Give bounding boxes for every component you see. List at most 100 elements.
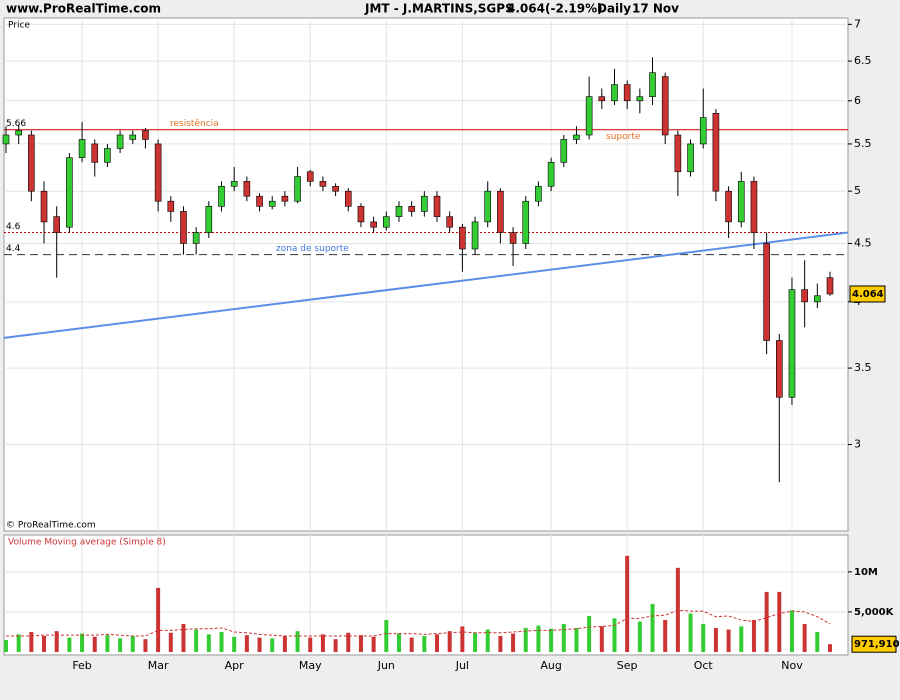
volume-bar — [802, 623, 807, 652]
candle-body — [91, 143, 99, 163]
candle-body — [408, 206, 415, 212]
volume-bar — [637, 621, 642, 652]
volume-bar — [789, 610, 794, 652]
volume-bar — [473, 632, 478, 652]
source: © ProRealTime.com — [6, 521, 96, 531]
y-tick-label: 7 — [854, 17, 861, 30]
candle-body — [788, 289, 796, 398]
candle-body — [281, 195, 289, 202]
volume-bar — [587, 615, 592, 652]
candle-body — [306, 171, 314, 182]
candle-body — [433, 195, 441, 217]
candle-body — [370, 221, 377, 228]
candle-body — [636, 96, 644, 102]
candle-body — [256, 195, 263, 207]
candle-body — [167, 200, 175, 212]
candle-body — [535, 185, 542, 202]
volume-bar — [701, 623, 706, 652]
volume-bar — [688, 613, 693, 652]
y-tick-label: 3 — [854, 438, 861, 451]
candle-body — [294, 176, 301, 202]
candle-body — [78, 139, 86, 158]
candle-body — [218, 185, 225, 207]
price-tag — [849, 285, 886, 303]
volume-bar — [206, 634, 211, 652]
volume-bar — [295, 631, 300, 652]
candle-body — [154, 143, 162, 202]
candle-body — [104, 148, 111, 163]
volume-bar — [815, 631, 820, 652]
candle-body — [332, 185, 339, 192]
volume-title: Volume Moving average (Simple 8) — [8, 538, 166, 548]
candle-body — [319, 181, 327, 187]
volume-panel — [3, 534, 849, 656]
period: Daily — [597, 2, 631, 16]
volume-bar — [726, 629, 731, 652]
candle-body — [674, 134, 682, 173]
candle-body — [230, 181, 238, 187]
y-tick-label: 5 — [854, 184, 861, 197]
volume-bar — [67, 637, 72, 652]
candle-body — [763, 243, 770, 341]
volume-bar — [270, 638, 275, 652]
candle-body — [180, 211, 187, 244]
volume-bar — [713, 627, 718, 652]
volume-bar — [54, 631, 59, 652]
candle-body — [66, 157, 73, 228]
level-value: 4.6 — [6, 222, 21, 232]
volume-bar — [181, 623, 186, 652]
candle-body — [15, 130, 22, 136]
level-label: zona de suporte — [276, 244, 349, 254]
candle-body — [116, 134, 124, 149]
last-price: 4.064 — [507, 2, 545, 16]
candle-body — [459, 226, 466, 250]
candle-body — [547, 162, 555, 187]
date: 17 Nov — [632, 2, 679, 16]
volume-bar — [168, 632, 173, 652]
x-tick-label: Jun — [377, 659, 395, 672]
volume-bar — [498, 635, 503, 652]
volume-bar — [625, 555, 630, 652]
volume-bar — [143, 639, 148, 652]
volume-bar — [92, 636, 97, 652]
volume-bar — [118, 638, 123, 652]
candle-body — [623, 84, 631, 102]
volume-bar — [599, 626, 604, 652]
candle-body — [142, 130, 149, 140]
candle-body — [268, 200, 276, 207]
volume-bar — [156, 587, 161, 652]
price-panel — [3, 17, 849, 532]
candle-body — [383, 216, 390, 228]
candle-body — [775, 340, 783, 398]
candle-body — [344, 190, 352, 207]
volume-bar — [777, 591, 782, 652]
candle-body — [699, 117, 707, 145]
y-tick-label: 5,000K — [854, 607, 895, 618]
volume-bar — [828, 644, 832, 652]
level-label: suporte — [606, 132, 641, 142]
candle-body — [750, 181, 758, 233]
volume-bar — [409, 637, 414, 652]
candle-body — [826, 277, 834, 295]
y-tick-label: 4.5 — [854, 236, 872, 249]
candle-body — [611, 84, 618, 102]
candle-body — [585, 96, 593, 136]
candle-body — [192, 232, 200, 244]
candle-body — [421, 195, 428, 212]
x-tick-label: Oct — [694, 659, 714, 672]
volume-bar — [42, 635, 47, 652]
volume-bar — [422, 635, 427, 652]
site: www.ProRealTime.com — [6, 2, 161, 16]
volume-bar — [549, 628, 554, 652]
volume-bar — [435, 634, 440, 652]
volume-bar — [663, 619, 668, 652]
volume-bar — [130, 635, 135, 652]
volume-bar — [447, 631, 452, 652]
volume-bar — [485, 629, 490, 652]
volume-bar — [80, 633, 85, 652]
candle-body — [243, 181, 251, 197]
x-tick-label: Apr — [225, 659, 245, 672]
volume-bar — [4, 639, 8, 652]
candle-body — [737, 181, 745, 223]
panel-title: Price — [8, 21, 30, 31]
